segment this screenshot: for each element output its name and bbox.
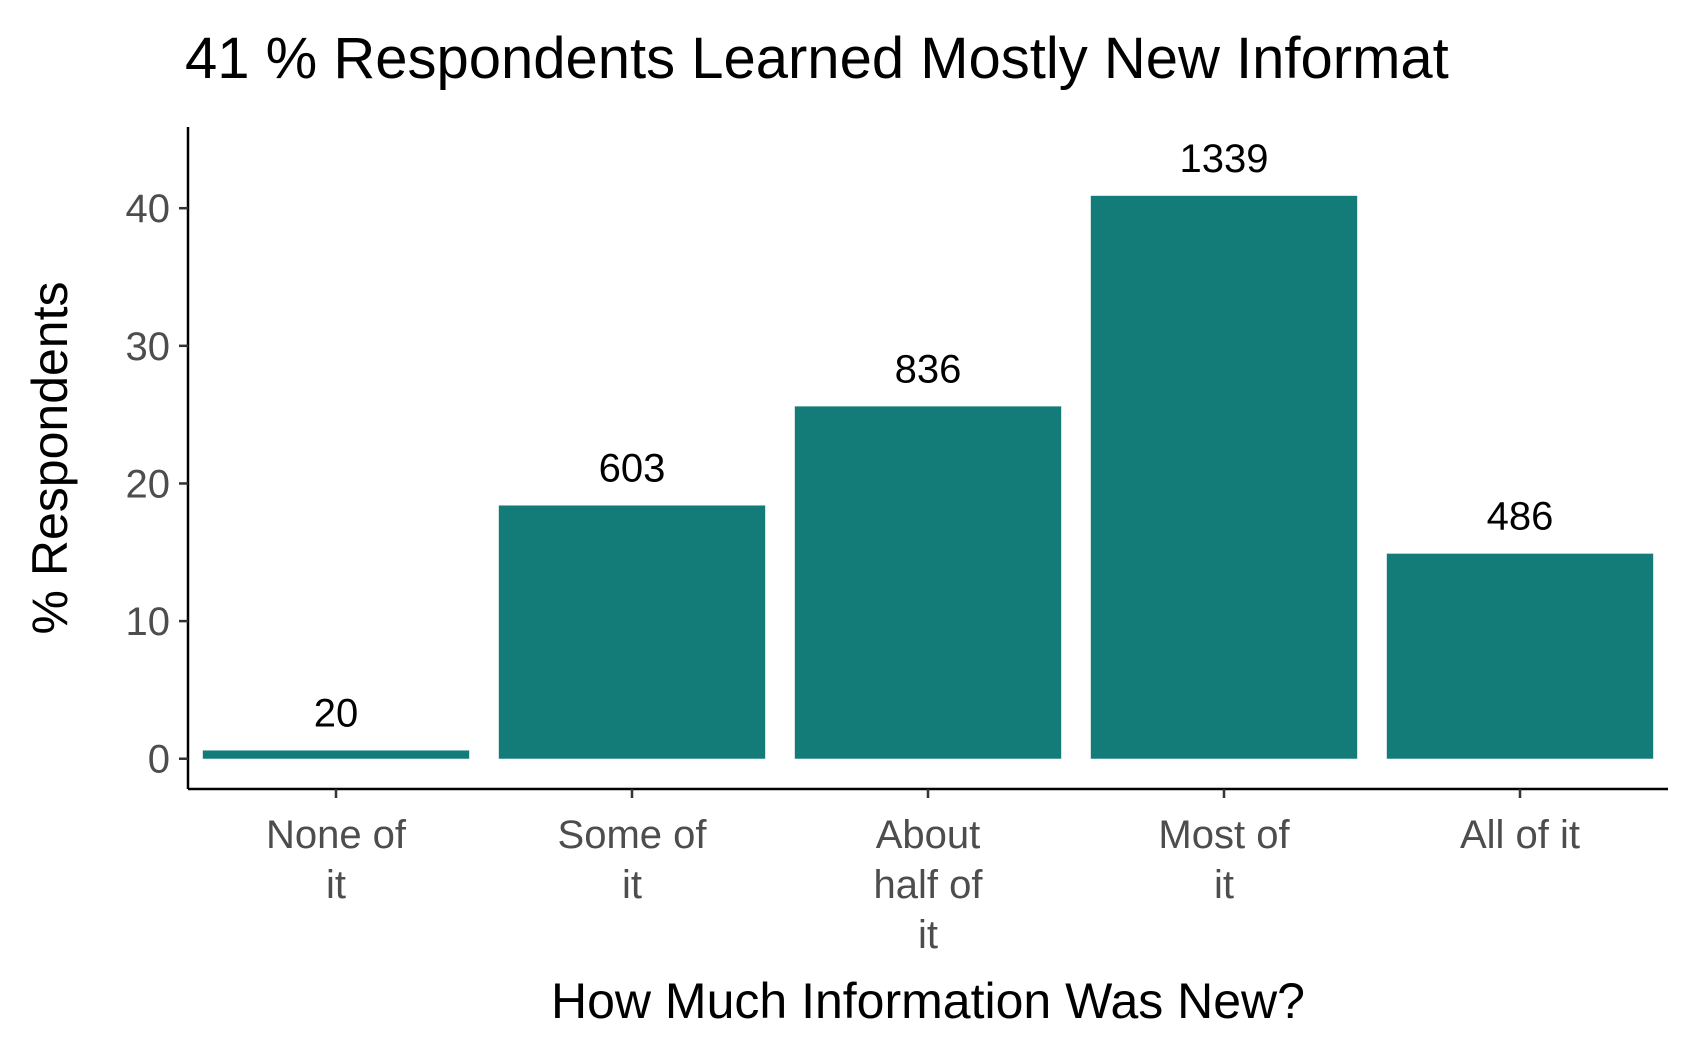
- x-tick-label: About half of it: [874, 813, 984, 957]
- y-tick-label: 20: [126, 462, 171, 506]
- bar: [498, 505, 766, 759]
- bar: [1090, 195, 1358, 759]
- x-tick-label: None of it: [266, 813, 407, 907]
- y-axis-title: % Respondents: [22, 281, 78, 634]
- chart-title: 41 % Respondents Learned Mostly New Info…: [185, 26, 1449, 91]
- bar: [202, 750, 470, 759]
- x-axis-title: How Much Information Was New?: [551, 973, 1305, 1029]
- x-tick-label: Most of it: [1158, 813, 1290, 907]
- y-tick-label: 40: [126, 187, 171, 231]
- data-label: 20: [314, 691, 359, 735]
- plot-area: 20 603 836 1339 486 0 10 20 30 40 None of it Some of…: [126, 127, 1668, 957]
- y-tick-label: 10: [126, 600, 171, 644]
- data-label: 1339: [1180, 137, 1269, 181]
- x-tick-label: All of it: [1460, 813, 1580, 857]
- data-label: 836: [895, 347, 962, 391]
- x-tick-label: Some of it: [558, 813, 708, 907]
- y-tick-label: 0: [148, 738, 170, 782]
- y-tick-label: 30: [126, 325, 171, 369]
- bar: [794, 406, 1062, 759]
- data-label: 603: [599, 446, 666, 490]
- bar: [1386, 553, 1654, 759]
- data-label: 486: [1487, 495, 1554, 539]
